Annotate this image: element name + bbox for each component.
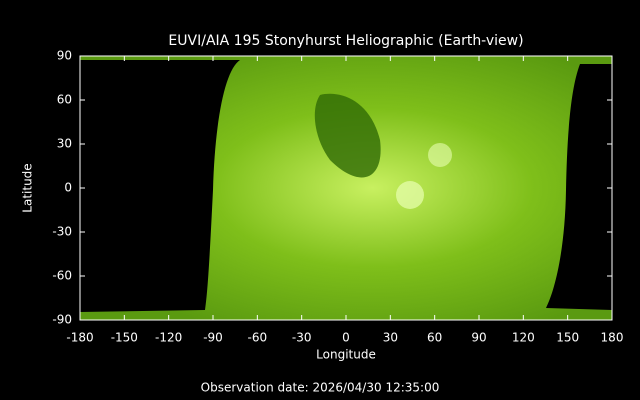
y-tick-label: 30: [57, 137, 72, 151]
y-tick-label: 90: [57, 49, 72, 63]
x-tick-label: 120: [512, 331, 535, 345]
y-axis-label: Latitude: [21, 163, 35, 212]
x-tick-label: -180: [66, 331, 93, 345]
x-tick-label: -60: [248, 331, 268, 345]
chart-title: EUVI/AIA 195 Stonyhurst Heliographic (Ea…: [168, 33, 523, 49]
y-tick-label: -90: [52, 313, 72, 327]
x-tick-label: -90: [203, 331, 223, 345]
map-shadow-left: [80, 60, 240, 312]
x-tick-label: 0: [342, 331, 350, 345]
x-tick-label: 60: [427, 331, 442, 345]
x-tick-label: -120: [155, 331, 182, 345]
y-tick-label: -30: [52, 225, 72, 239]
x-tick-label: 150: [556, 331, 579, 345]
y-tick-label: 0: [64, 181, 72, 195]
active-region: [428, 143, 452, 167]
x-tick-label: -150: [111, 331, 138, 345]
map-shadow-right: [546, 64, 612, 310]
y-tick-label: -60: [52, 269, 72, 283]
footer: Observation date: 2026/04/30 12:35:00: [201, 381, 440, 395]
active-region: [396, 181, 424, 209]
x-tick-label: 30: [383, 331, 398, 345]
coronal-hole: [314, 93, 381, 178]
x-tick-label: 180: [601, 331, 624, 345]
x-tick-label: 90: [471, 331, 486, 345]
y-tick-label: 60: [57, 93, 72, 107]
x-axis-label: Longitude: [316, 348, 376, 362]
x-tick-label: -30: [292, 331, 312, 345]
